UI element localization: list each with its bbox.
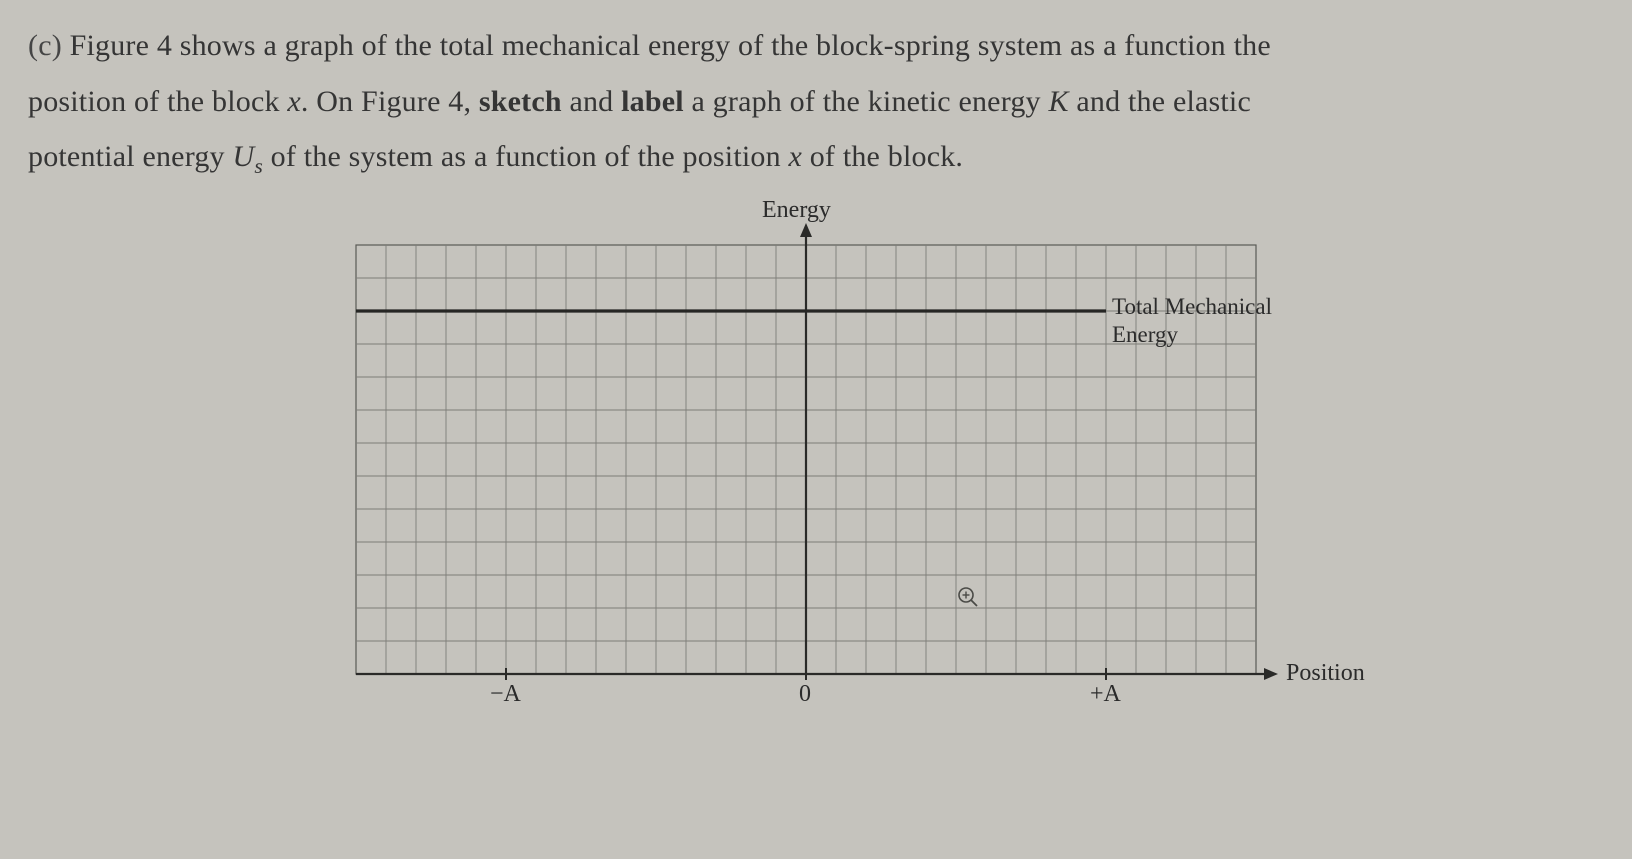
var-U: U <box>232 140 254 173</box>
q-line1: Figure 4 shows a graph of the total mech… <box>62 29 1271 62</box>
var-x-1: x <box>287 85 301 118</box>
q-line2-post: a graph of the kinetic energy <box>684 85 1049 118</box>
tick-plus-a: +A <box>1090 681 1121 708</box>
q-line2-and: and <box>562 85 621 118</box>
chart-svg <box>326 205 1306 765</box>
tick-zero: 0 <box>799 681 811 708</box>
tme-label-line2: Energy <box>1112 322 1178 347</box>
q-line2-pre: position of the block <box>28 85 287 118</box>
tick-minus-a: −A <box>490 681 521 708</box>
tme-label-line1: Total Mechanical <box>1112 294 1272 319</box>
tme-label: Total Mechanical Energy <box>1112 293 1312 348</box>
word-sketch: sketch <box>479 85 562 118</box>
part-label: (c) <box>28 29 62 62</box>
y-axis-label: Energy <box>762 197 831 224</box>
var-K: K <box>1048 85 1068 118</box>
figure-4: Energy Total Mechanical Energy Position … <box>326 205 1306 765</box>
q-line3-end: of the block. <box>802 140 963 173</box>
word-label: label <box>621 85 684 118</box>
q-line2-mid: . On Figure 4, <box>301 85 479 118</box>
x-axis-label: Position <box>1286 660 1365 687</box>
q-line3-pre: potential energy <box>28 140 232 173</box>
var-x-2: x <box>789 140 803 173</box>
q-line3-mid: of the system as a function of the posit… <box>263 140 789 173</box>
figure-wrap: Energy Total Mechanical Energy Position … <box>28 205 1604 765</box>
question-text: (c) Figure 4 shows a graph of the total … <box>28 18 1604 187</box>
var-U-sub: s <box>254 154 263 178</box>
page-container: (c) Figure 4 shows a graph of the total … <box>0 0 1632 765</box>
q-line2-end: and the elastic <box>1069 85 1251 118</box>
